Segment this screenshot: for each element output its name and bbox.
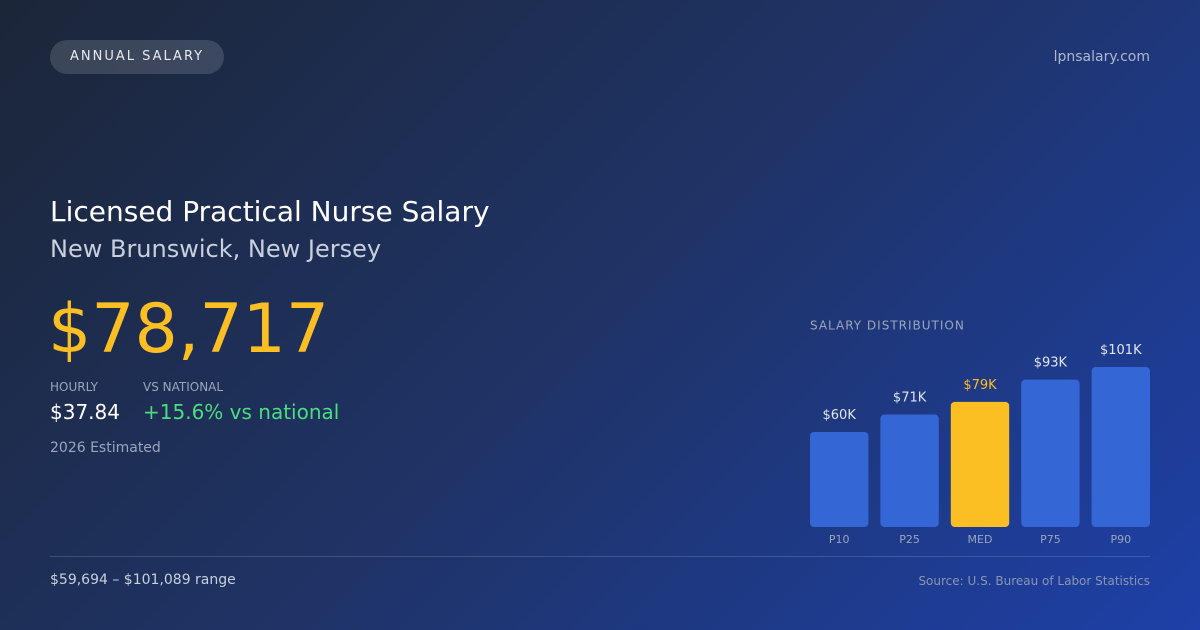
bar: [1091, 367, 1150, 527]
value-label: $79K: [963, 378, 997, 393]
x-tick-label: P75: [1040, 533, 1061, 546]
bar: [950, 401, 1010, 527]
divider: [50, 556, 1150, 557]
x-tick-label: P90: [1110, 533, 1131, 546]
stat-value: +15.6% vs national: [143, 400, 340, 424]
source: Source: U.S. Bureau of Labor Statistics: [918, 574, 1150, 588]
note: 2026 Estimated: [50, 440, 161, 456]
x-tick-label: P10: [829, 533, 850, 546]
salary: $78,717: [48, 290, 330, 369]
chart-title: SALARY DISTRIBUTION: [810, 319, 965, 333]
stat-value: $37.84: [50, 400, 120, 424]
bar: [880, 414, 939, 527]
bar: [810, 431, 869, 527]
title: Licensed Practical Nurse Salary: [50, 195, 490, 228]
value-label: $71K: [893, 391, 927, 406]
range: $59,694 – $101,089 range: [50, 572, 236, 588]
stat-label: VS NATIONAL: [143, 380, 224, 394]
value-label: $101K: [1100, 343, 1142, 358]
x-tick-label: MED: [968, 533, 993, 546]
value-label: $60K: [823, 408, 857, 423]
x-tick-label: P25: [899, 533, 920, 546]
stat-label: HOURLY: [50, 380, 99, 394]
bar: [1021, 379, 1080, 527]
location: New Brunswick, New Jersey: [50, 235, 382, 263]
site-name: lpnsalary.com: [1053, 49, 1150, 65]
badge: ANNUAL SALARY: [50, 40, 225, 74]
value-label: $93K: [1034, 356, 1068, 371]
